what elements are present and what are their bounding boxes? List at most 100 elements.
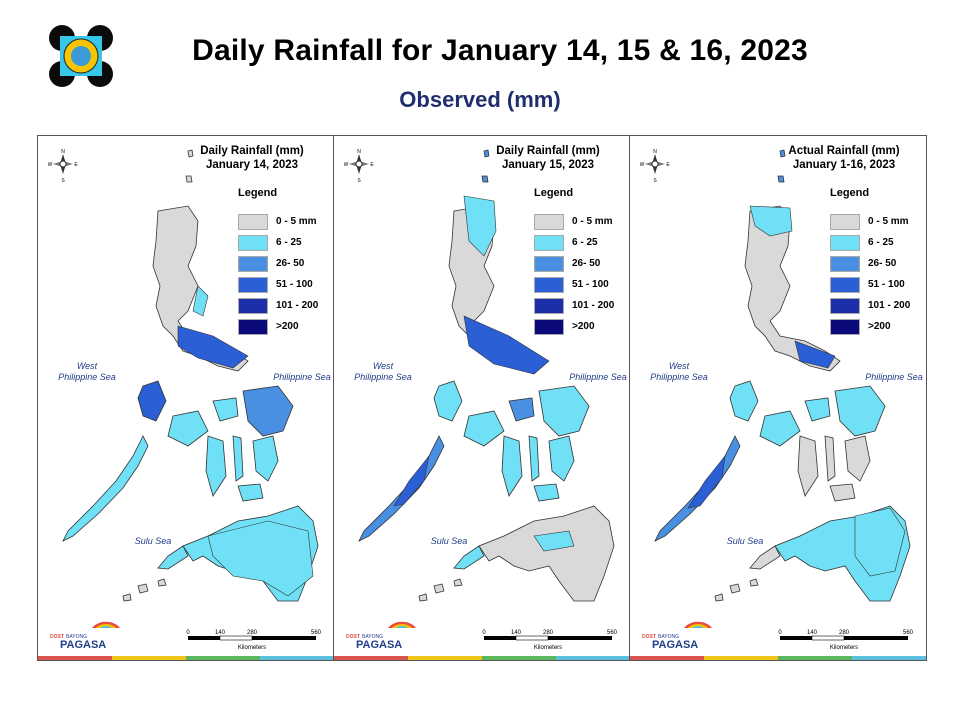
svg-text:W: W [48, 162, 53, 168]
panel-title-line2: January 15, 2023 [501, 159, 595, 171]
island-region [62, 435, 149, 542]
legend-label: >200 [276, 321, 299, 332]
legend-swatch [830, 319, 860, 335]
island-region [157, 545, 189, 570]
legend-label: 6 - 25 [572, 237, 598, 248]
legend-swatch [238, 214, 268, 230]
svg-text:140: 140 [511, 630, 522, 636]
philippines-map [62, 149, 319, 602]
island-region [749, 578, 759, 587]
island-region [453, 545, 485, 570]
rainfall-zone [393, 455, 430, 507]
island-region [749, 545, 781, 570]
rainfall-zone [463, 315, 550, 375]
svg-text:BAYONG: BAYONG [66, 634, 87, 640]
svg-text:DOST: DOST [642, 634, 656, 640]
legend-swatch [534, 214, 564, 230]
island-region [533, 483, 560, 502]
svg-text:BAYONG: BAYONG [362, 634, 383, 640]
legend-label: 6 - 25 [868, 237, 894, 248]
island-region [187, 149, 194, 158]
island-region [232, 435, 244, 482]
island-region [237, 483, 264, 502]
svg-text:280: 280 [839, 630, 850, 636]
legend-label: >200 [572, 321, 595, 332]
rainfall-zone [463, 195, 497, 257]
svg-text:560: 560 [311, 630, 322, 636]
island-region [122, 593, 132, 602]
rainfall-zone [794, 340, 836, 369]
island-region [137, 583, 149, 594]
island-region [729, 380, 759, 422]
svg-text:E: E [666, 162, 670, 168]
svg-text:280: 280 [543, 630, 554, 636]
legend-label: 101 - 200 [572, 300, 615, 311]
svg-text:Kilometers: Kilometers [830, 645, 858, 651]
rainfall-zone [192, 285, 209, 317]
rainfall-zone [207, 520, 314, 597]
island-region [167, 410, 209, 447]
island-region [744, 205, 841, 372]
island-region [501, 435, 523, 497]
panel-title: Daily Rainfall (mm) January 15, 2023 [478, 144, 618, 172]
svg-text:W: W [640, 162, 645, 168]
svg-text:0: 0 [186, 630, 190, 636]
island-region [779, 149, 786, 158]
legend-swatch [830, 298, 860, 314]
compass-rose-icon: N S E W [640, 149, 670, 184]
rainfall-map-panel-1: N S E W Daily Rainfall (mm) January 14, 2023 L… [37, 135, 335, 661]
island-region [729, 583, 741, 594]
legend-label: 6 - 25 [276, 237, 302, 248]
color-strip [630, 656, 926, 660]
island-region [714, 593, 724, 602]
island-region [829, 483, 856, 502]
panel-title-line1: Daily Rainfall (mm) [200, 145, 304, 157]
legend-swatch [534, 277, 564, 293]
legend-label: 101 - 200 [868, 300, 911, 311]
island-region [834, 385, 886, 437]
island-region [212, 397, 239, 422]
sea-label-philippine: Philippine Sea [273, 372, 331, 382]
legend-swatch [830, 214, 860, 230]
legend-label: 51 - 100 [276, 279, 313, 290]
island-region [481, 175, 489, 183]
color-strip [334, 656, 630, 660]
svg-text:S: S [653, 178, 657, 184]
island-region [824, 435, 836, 482]
svg-text:BAYONG: BAYONG [658, 634, 679, 640]
svg-text:N: N [653, 149, 657, 155]
island-region [358, 435, 445, 542]
legend-title: Legend [534, 187, 574, 199]
compass-rose-icon: N S E W [344, 149, 374, 184]
panel-title-line2: January 14, 2023 [205, 159, 299, 171]
philippines-map [654, 149, 911, 602]
sea-label-philippine: Philippine Sea [569, 372, 627, 382]
color-strip [38, 656, 334, 660]
svg-text:E: E [74, 162, 78, 168]
panel-title-line1: Daily Rainfall (mm) [496, 145, 600, 157]
island-region [548, 435, 575, 482]
svg-text:280: 280 [247, 630, 258, 636]
sea-label-sulu: Sulu Sea [430, 536, 468, 546]
svg-text:PAGASA: PAGASA [60, 639, 106, 651]
legend-title: Legend [238, 187, 278, 199]
legend-swatch [830, 277, 860, 293]
legend-label: 101 - 200 [276, 300, 319, 311]
legend-label: 51 - 100 [868, 279, 905, 290]
legend-label: 0 - 5 mm [572, 216, 613, 227]
legend-label: 26- 50 [868, 258, 897, 269]
compass-rose-icon: N S E W [48, 149, 78, 184]
sea-label-west-philippine: West Philippine Sea [58, 361, 116, 382]
island-region [418, 593, 428, 602]
rainfall-zone [749, 205, 793, 237]
svg-text:DOST: DOST [346, 634, 360, 640]
island-region [804, 397, 831, 422]
legend-swatch [534, 235, 564, 251]
scale-bar: 0 140 280 560 Kilometers [778, 630, 913, 651]
legend-swatch [830, 256, 860, 272]
sea-label-west-philippine: West Philippine Sea [354, 361, 412, 382]
svg-text:PAGASA: PAGASA [652, 639, 698, 651]
scale-bar: 0 140 280 560 Kilometers [482, 630, 617, 651]
